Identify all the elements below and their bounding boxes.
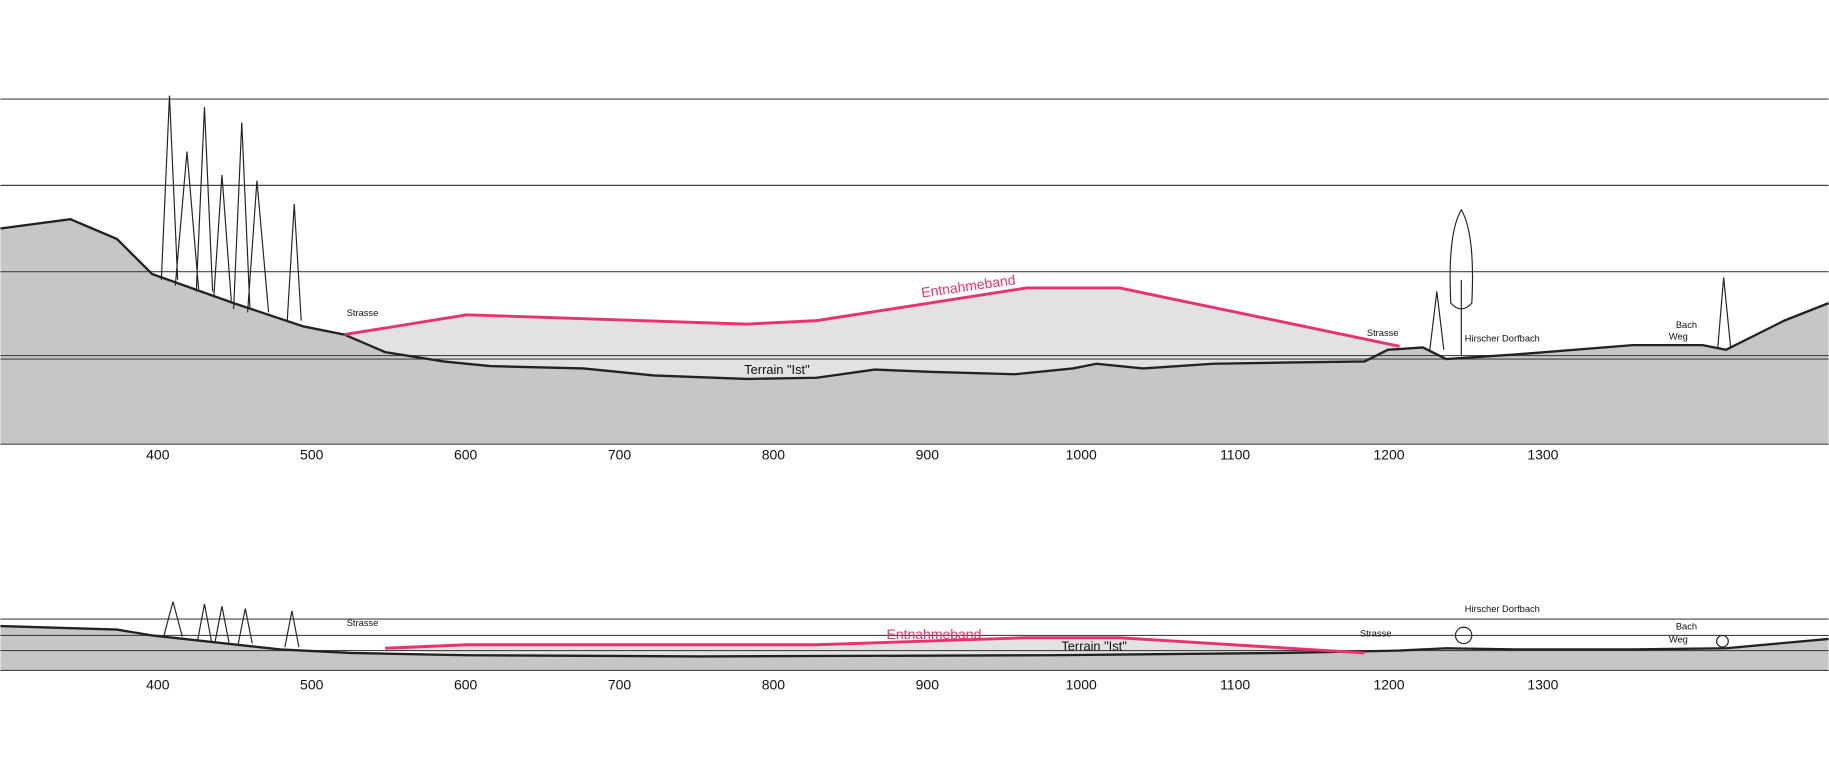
x-tick-label: 1100	[1220, 447, 1250, 463]
x-tick-label: 1200	[1373, 676, 1404, 692]
x-tick-label: 1200	[1373, 447, 1404, 463]
x-tick-label: 1100	[1220, 676, 1250, 692]
x-tick-label: 700	[608, 676, 632, 692]
band-label: Entnahmeband	[887, 626, 982, 642]
terrain-line	[0, 624, 1829, 658]
ground	[0, 626, 1829, 671]
bottom-panel: Entnahmeband Terrain "Ist" Strasse Stras…	[0, 601, 1829, 671]
terrain-line	[0, 217, 1829, 381]
road-label: Strasse	[347, 308, 379, 318]
brook-label: Bach	[1676, 320, 1697, 330]
x-tick-label: 400	[146, 676, 170, 692]
x-tick-label: 700	[608, 447, 632, 463]
x-tick-label: 900	[916, 447, 940, 463]
x-tick-label: 900	[916, 676, 940, 692]
path-label: Weg	[1669, 331, 1688, 341]
terrain-label: Terrain "Ist"	[1061, 638, 1126, 653]
x-tick-label: 1300	[1527, 447, 1558, 463]
trees	[163, 601, 1729, 648]
x-tick-label: 1000	[1066, 447, 1097, 463]
path-label: Weg	[1669, 635, 1688, 645]
extraction-band	[385, 637, 1365, 657]
terrain-label: Terrain "Ist"	[744, 362, 809, 377]
x-tick-label: 600	[454, 676, 478, 692]
stream-label: Hirscher Dorfbach	[1465, 604, 1540, 614]
x-tick-label: 500	[300, 447, 324, 463]
x-tick-label: 1300	[1527, 676, 1558, 692]
road-label: Strasse	[1367, 328, 1399, 338]
band-line	[385, 636, 1365, 655]
x-tick-label: 800	[762, 676, 786, 692]
x-tick-label: 800	[762, 447, 786, 463]
brook-label: Bach	[1676, 622, 1697, 632]
x-tick-label: 500	[300, 676, 324, 692]
x-tick-label: 600	[454, 447, 478, 463]
ground	[0, 219, 1829, 445]
x-tick-label: 1000	[1066, 676, 1097, 692]
x-tick-label: 400	[146, 447, 170, 463]
trees	[160, 95, 1732, 356]
road-label: Strasse	[347, 618, 379, 628]
band-line	[344, 286, 1400, 348]
top-panel: Entnahmeband Terrain "Ist" Strasse Stras…	[0, 95, 1829, 445]
road-label: Strasse	[1360, 629, 1392, 639]
stream-label: Hirscher Dorfbach	[1465, 334, 1540, 344]
